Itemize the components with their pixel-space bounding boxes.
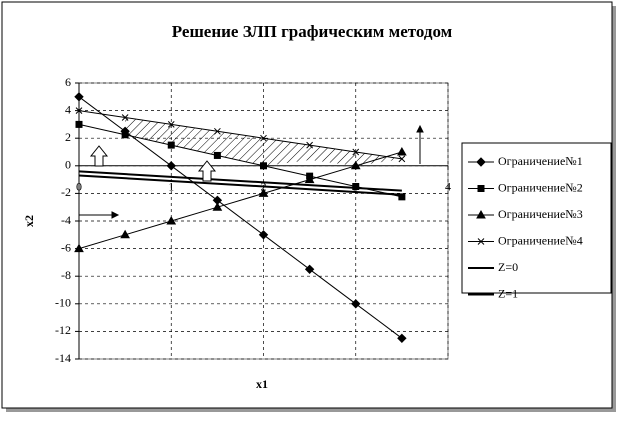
marker: [258, 230, 269, 240]
marker: [166, 161, 176, 171]
series-line: [78, 174, 402, 196]
direction-arrows: [79, 124, 424, 219]
y-tick-label: -14: [55, 351, 71, 365]
marker: [398, 155, 406, 163]
marker: [167, 121, 175, 128]
series-line: [78, 123, 402, 198]
marker: [352, 183, 360, 190]
legend-marker: [476, 209, 486, 219]
feasible-region: [125, 118, 402, 166]
marker: [121, 131, 129, 139]
marker: [167, 141, 175, 149]
marker: [74, 92, 84, 102]
legend-label: Z=1: [498, 286, 518, 300]
legend-label: Ограничение№4: [498, 233, 583, 247]
x-tick-label: 4: [445, 180, 451, 194]
y-tick-label: -12: [55, 323, 71, 337]
y-tick-label: -8: [61, 268, 71, 282]
marker: [260, 162, 267, 170]
marker: [397, 333, 407, 344]
chart-title: Решение ЗЛП графическим методом: [172, 22, 453, 41]
marker: [306, 141, 313, 149]
y-tick-label: -2: [61, 185, 71, 199]
marker: [260, 134, 267, 142]
marker: [304, 174, 315, 184]
y-axis-label: x2: [22, 215, 36, 227]
marker: [351, 299, 361, 309]
y-tick-label: -6: [61, 240, 71, 254]
marker: [213, 151, 221, 159]
marker: [214, 127, 221, 135]
legend-marker: [477, 185, 485, 192]
marker: [75, 107, 83, 114]
legend-marker: [477, 238, 485, 245]
marker: [304, 264, 315, 275]
legend-label: Ограничение№3: [498, 207, 583, 221]
legend-label: Z=0: [498, 260, 518, 274]
x-axis-label: x1: [256, 377, 268, 391]
marker: [350, 160, 361, 170]
series-line: [78, 110, 402, 160]
y-tick-label: 0: [65, 158, 71, 172]
marker: [121, 114, 129, 121]
marker: [352, 148, 360, 156]
legend-marker: [476, 157, 486, 167]
marker: [75, 120, 83, 128]
marker: [397, 146, 407, 156]
y-tick-label: 6: [65, 75, 71, 89]
marker: [120, 229, 130, 239]
series-line: [78, 151, 403, 250]
y-tick-label: 4: [65, 102, 71, 116]
y-tick-label: -10: [55, 296, 71, 310]
marker: [74, 243, 84, 253]
y-tick-label: -4: [61, 213, 71, 227]
legend-label: Ограничение№1: [498, 154, 583, 168]
y-tick-label: 2: [65, 130, 71, 144]
marker: [166, 215, 177, 225]
series-line: [78, 170, 402, 192]
marker: [258, 188, 269, 197]
series-line: [78, 96, 403, 339]
legend-label: Ограничение№2: [498, 180, 583, 194]
x-tick-label: 1: [168, 180, 174, 194]
marker: [212, 202, 223, 211]
